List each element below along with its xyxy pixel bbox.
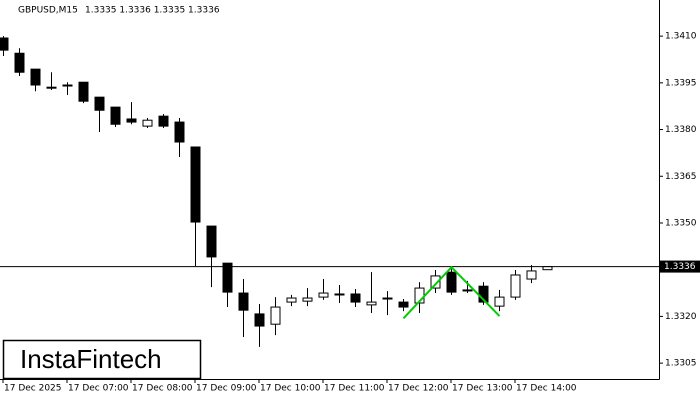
y-tick-label: 1.3410 (665, 32, 697, 42)
last-price-label: 1.3336 (664, 262, 696, 272)
candle-body (382, 297, 393, 300)
candle-body (366, 301, 377, 306)
y-tick-label: 1.3380 (665, 125, 697, 135)
logo: InstaFintech (20, 344, 162, 374)
candle-body (494, 296, 505, 307)
candle-body (302, 297, 313, 302)
x-tick-label: 17 Dec 09:00 (196, 384, 257, 394)
candle-body (334, 293, 345, 296)
last-price-box (660, 260, 700, 273)
candle-body (286, 297, 297, 303)
candle-body (526, 270, 537, 280)
x-tick-label: 17 Dec 2025 (4, 384, 62, 394)
x-tick-label: 17 Dec 11:00 (324, 384, 385, 394)
x-tick-label: 17 Dec 14:00 (516, 384, 577, 394)
candle-body (94, 96, 105, 111)
candle-body (398, 301, 409, 308)
candle-body (446, 271, 457, 293)
candle-body (78, 81, 89, 102)
y-tick-label: 1.3305 (665, 359, 697, 369)
y-tick-label: 1.3350 (665, 218, 697, 228)
candle-body (238, 292, 249, 311)
candle-body (62, 84, 73, 87)
candle-body (14, 52, 25, 73)
candle-body (110, 106, 121, 125)
candle-body (510, 274, 521, 298)
candle-body (350, 293, 361, 303)
candle-body (126, 118, 137, 123)
pattern-line (402, 265, 501, 319)
chart-title: GBPUSD,M15 (18, 6, 78, 16)
logo-box (2, 339, 202, 380)
candle-body (254, 313, 265, 327)
ohlc-readout: 1.3335 1.3336 1.3335 1.3336 (85, 6, 220, 16)
candle-body (462, 289, 473, 292)
candle-body (174, 121, 185, 143)
candle-body (158, 115, 169, 127)
candle-body (0, 37, 9, 51)
x-tick-label: 17 Dec 13:00 (452, 384, 513, 394)
x-tick-label: 17 Dec 07:00 (68, 384, 129, 394)
candle-body (142, 119, 153, 127)
candle-body (318, 292, 329, 298)
candle-body (430, 275, 441, 289)
candle-body (30, 68, 41, 86)
x-tick-label: 17 Dec 12:00 (388, 384, 449, 394)
candle-body (270, 306, 281, 325)
candle-body (206, 225, 217, 258)
candle-body (46, 86, 57, 89)
y-tick-label: 1.3395 (665, 78, 697, 88)
x-tick-label: 17 Dec 10:00 (260, 384, 321, 394)
y-tick-label: 1.3365 (665, 172, 697, 182)
candle-body (222, 262, 233, 293)
candle-body (190, 146, 201, 223)
y-tick-label: 1.3320 (665, 312, 697, 322)
x-tick-label: 17 Dec 08:00 (132, 384, 193, 394)
